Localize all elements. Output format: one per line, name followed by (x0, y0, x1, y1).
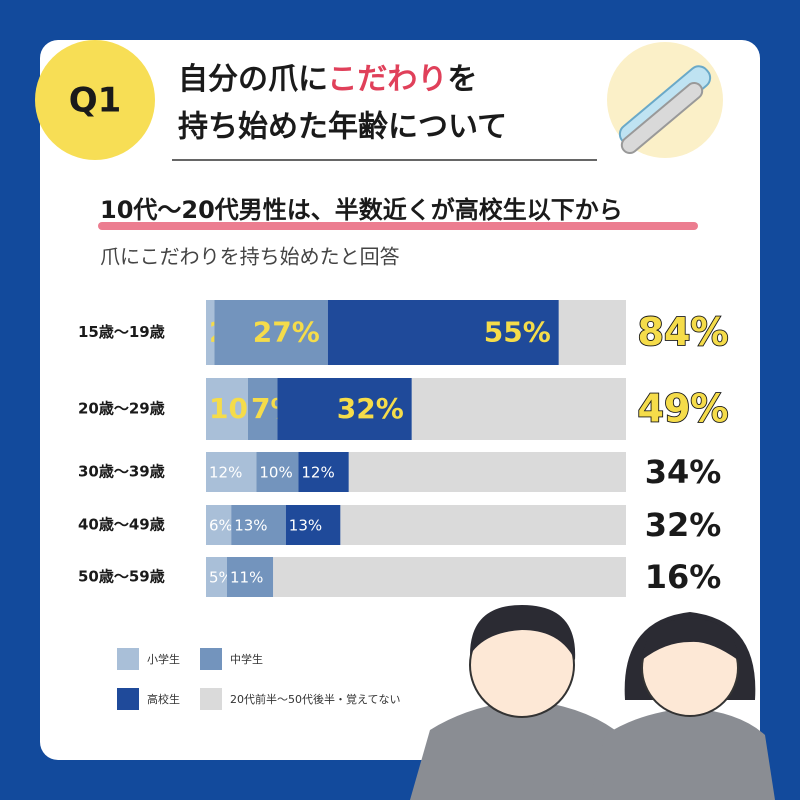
value-label: 13% (289, 517, 322, 535)
bar-segment (248, 378, 278, 440)
category-label: 40歳～49歳 (78, 516, 165, 534)
total-label: 32% (645, 506, 722, 544)
value-label: 32% (337, 392, 404, 425)
bar-segment (277, 378, 412, 440)
legend-label: 20代前半～50代後半・覚えてない (230, 692, 400, 706)
category-label: 15歳～19歳 (78, 323, 165, 341)
value-label: 12% (209, 464, 242, 482)
bar-segment (206, 378, 248, 440)
title-part: を (447, 62, 477, 97)
clipper-icon (618, 65, 712, 154)
bar-segment (411, 378, 626, 440)
bar-segment (348, 452, 626, 492)
total-label: 49% (638, 387, 729, 431)
value-label: 5% (209, 569, 233, 587)
bar-segment (227, 557, 274, 597)
bar-segment (298, 452, 349, 492)
bar-segment (285, 505, 341, 545)
students-illustration (410, 605, 775, 800)
value-label: 13% (234, 517, 267, 535)
value-label: 12% (301, 464, 334, 482)
legend-label: 中学生 (230, 652, 263, 666)
category-label: 50歳～59歳 (78, 568, 165, 586)
legend-swatch (117, 648, 139, 670)
bar-segment (214, 300, 328, 365)
bar-segment (206, 452, 257, 492)
value-label: 55% (484, 316, 551, 349)
headline: 10代～20代男性は、半数近くが高校生以下から (100, 196, 623, 224)
bar-segment (340, 505, 626, 545)
legend-swatch (200, 648, 222, 670)
total-label: 84% (638, 310, 729, 354)
value-label: 10% (259, 464, 292, 482)
value-label: 27% (253, 316, 320, 349)
value-label: 6% (209, 517, 233, 535)
legend-swatch (200, 688, 222, 710)
description: 爪にこだわりを持ち始めたと回答 (100, 245, 400, 269)
bar-segment (327, 300, 559, 365)
legend-label: 高校生 (147, 692, 180, 706)
legend-label: 小学生 (147, 652, 180, 666)
bar-segment (256, 452, 299, 492)
category-label: 30歳～39歳 (78, 463, 165, 481)
bar-segment (231, 505, 286, 545)
title-line2: 持ち始めた年齢について (178, 110, 507, 145)
bar-segment (206, 557, 227, 597)
category-label: 20歳～29歳 (78, 400, 165, 418)
title-line1: 自分の爪にこだわりを (178, 62, 477, 97)
badge: Q1 (69, 81, 122, 121)
bar-segment (206, 300, 215, 365)
headline-underline (98, 222, 698, 230)
bar-segment (273, 557, 626, 597)
total-label: 16% (645, 558, 722, 596)
total-label: 34% (645, 453, 722, 491)
badge-circle (35, 40, 155, 160)
bar-segment (558, 300, 626, 365)
title-highlight: こだわり (327, 62, 447, 97)
bar-segment (206, 505, 232, 545)
value-label: 11% (230, 569, 263, 587)
legend-swatch (117, 688, 139, 710)
title-part: 自分の爪に (178, 62, 327, 97)
